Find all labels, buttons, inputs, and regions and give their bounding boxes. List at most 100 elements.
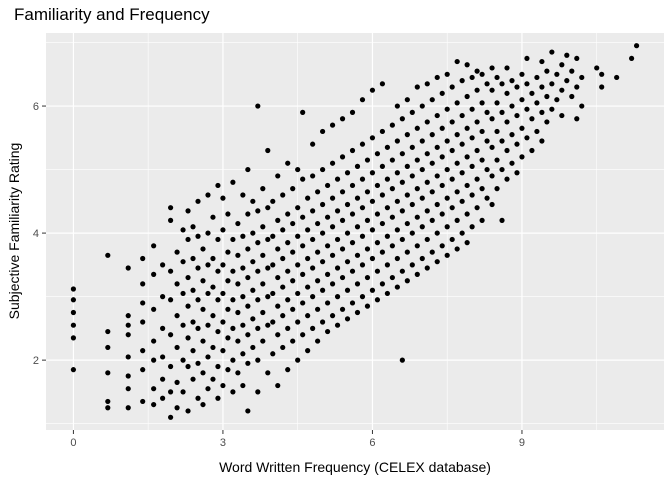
data-point <box>454 58 460 65</box>
data-point <box>374 182 381 189</box>
y-tick-label: 2 <box>33 355 39 367</box>
data-point <box>125 405 131 411</box>
data-point <box>275 382 281 389</box>
data-point <box>489 65 495 71</box>
data-point <box>140 255 146 262</box>
data-point <box>334 265 341 271</box>
data-point <box>324 214 331 220</box>
y-tick-label: 6 <box>33 101 39 113</box>
data-point <box>539 84 545 90</box>
data-point <box>469 163 475 169</box>
data-point <box>524 55 530 62</box>
data-point <box>419 138 425 144</box>
data-point <box>364 157 371 163</box>
data-point <box>489 144 495 150</box>
data-point <box>374 211 381 217</box>
data-point <box>404 249 410 255</box>
data-point <box>140 367 146 373</box>
data-point <box>439 125 445 131</box>
data-point <box>369 135 376 141</box>
data-point <box>140 398 146 405</box>
data-point <box>444 106 450 112</box>
data-point <box>554 97 560 103</box>
data-point <box>569 93 575 100</box>
data-point <box>599 71 605 77</box>
data-point <box>489 201 495 208</box>
data-point <box>315 220 321 227</box>
data-point <box>180 227 186 233</box>
data-point <box>295 319 301 325</box>
data-point <box>409 262 415 268</box>
y-axis-label: Subjective Familiarity Rating <box>6 143 22 320</box>
data-point <box>359 233 366 239</box>
data-point <box>599 84 605 90</box>
data-point <box>255 389 261 395</box>
data-point <box>339 217 346 223</box>
data-point <box>190 348 196 354</box>
data-point <box>429 217 435 223</box>
data-point <box>320 128 326 135</box>
data-point <box>200 306 206 312</box>
data-point <box>151 401 157 408</box>
data-point <box>529 147 535 154</box>
data-point <box>334 294 341 300</box>
data-point <box>549 81 555 87</box>
data-point <box>280 344 286 351</box>
data-point <box>549 106 555 112</box>
data-point <box>554 71 560 77</box>
data-point <box>379 163 386 169</box>
data-point <box>315 338 321 344</box>
data-point <box>290 220 296 227</box>
data-point <box>295 357 301 363</box>
data-point <box>290 306 296 312</box>
data-point <box>419 103 425 109</box>
data-point <box>574 84 580 90</box>
data-point <box>245 246 251 252</box>
x-tick-label: 9 <box>519 437 525 449</box>
data-point <box>174 405 180 411</box>
data-point <box>151 386 157 392</box>
data-point <box>270 262 276 268</box>
data-point <box>339 274 346 281</box>
data-point <box>454 189 460 195</box>
data-point <box>389 243 395 249</box>
data-point <box>174 249 180 255</box>
data-point <box>349 182 356 189</box>
data-point <box>419 255 425 262</box>
data-point <box>70 297 77 303</box>
data-point <box>469 224 475 230</box>
data-point <box>260 252 266 258</box>
data-point <box>200 338 206 344</box>
data-point <box>549 49 555 55</box>
data-point <box>479 71 485 77</box>
data-point <box>394 255 400 262</box>
data-point <box>280 192 286 198</box>
data-point <box>524 135 530 141</box>
data-point <box>285 211 291 217</box>
data-point <box>200 246 206 252</box>
data-point <box>544 68 550 74</box>
data-point <box>305 255 311 262</box>
data-point <box>459 170 465 176</box>
data-point <box>334 322 341 328</box>
data-point <box>504 176 510 182</box>
data-point <box>125 332 131 338</box>
data-point <box>275 217 281 223</box>
data-point <box>168 217 174 223</box>
data-point <box>245 166 251 173</box>
data-point <box>225 335 231 341</box>
data-point <box>205 386 211 392</box>
data-point <box>399 116 405 122</box>
data-point <box>389 157 395 163</box>
data-point <box>454 100 460 106</box>
data-point <box>449 176 455 182</box>
data-point <box>235 220 241 227</box>
data-point <box>579 103 585 109</box>
data-point <box>200 370 206 376</box>
data-point <box>270 351 276 357</box>
data-point <box>364 189 371 195</box>
data-point <box>359 205 366 211</box>
data-point <box>504 90 510 96</box>
data-point <box>464 125 470 131</box>
data-point <box>230 179 236 185</box>
